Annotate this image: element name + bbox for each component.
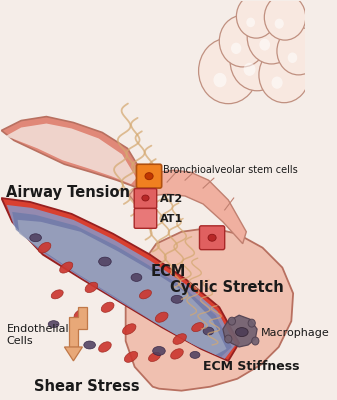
Ellipse shape bbox=[149, 352, 160, 362]
Polygon shape bbox=[18, 220, 226, 355]
Circle shape bbox=[277, 27, 320, 75]
Polygon shape bbox=[7, 205, 236, 359]
Text: ECM: ECM bbox=[150, 264, 186, 279]
Polygon shape bbox=[12, 212, 232, 357]
Ellipse shape bbox=[30, 234, 41, 242]
Ellipse shape bbox=[208, 234, 216, 241]
Ellipse shape bbox=[101, 302, 114, 312]
Polygon shape bbox=[129, 170, 246, 244]
Circle shape bbox=[275, 19, 284, 29]
Circle shape bbox=[288, 52, 297, 63]
Ellipse shape bbox=[84, 341, 95, 349]
Ellipse shape bbox=[99, 342, 111, 352]
Text: Shear Stress: Shear Stress bbox=[34, 379, 140, 394]
Polygon shape bbox=[1, 198, 239, 361]
Text: ECM Stiffness: ECM Stiffness bbox=[204, 360, 300, 373]
Ellipse shape bbox=[38, 242, 51, 253]
Ellipse shape bbox=[74, 309, 87, 320]
Ellipse shape bbox=[155, 312, 168, 322]
Text: Bronchioalveolar stem cells: Bronchioalveolar stem cells bbox=[163, 165, 298, 175]
FancyBboxPatch shape bbox=[134, 208, 157, 228]
Ellipse shape bbox=[192, 323, 204, 332]
Ellipse shape bbox=[173, 334, 186, 344]
Ellipse shape bbox=[99, 257, 111, 266]
Circle shape bbox=[198, 38, 258, 104]
Polygon shape bbox=[64, 347, 83, 361]
Ellipse shape bbox=[131, 274, 142, 282]
Text: Airway Tension: Airway Tension bbox=[6, 184, 130, 200]
Circle shape bbox=[264, 0, 306, 40]
Ellipse shape bbox=[48, 321, 59, 328]
Circle shape bbox=[236, 0, 276, 38]
Ellipse shape bbox=[190, 352, 200, 358]
Circle shape bbox=[213, 73, 226, 87]
FancyBboxPatch shape bbox=[134, 188, 157, 208]
Ellipse shape bbox=[124, 352, 138, 362]
Circle shape bbox=[259, 47, 309, 103]
Circle shape bbox=[252, 337, 259, 345]
Text: AT1: AT1 bbox=[160, 214, 183, 224]
Ellipse shape bbox=[140, 290, 151, 299]
Polygon shape bbox=[223, 315, 257, 347]
Circle shape bbox=[228, 317, 236, 325]
FancyBboxPatch shape bbox=[200, 226, 225, 250]
Circle shape bbox=[247, 10, 296, 64]
Polygon shape bbox=[126, 228, 293, 391]
FancyBboxPatch shape bbox=[136, 164, 162, 188]
Circle shape bbox=[219, 15, 266, 67]
Circle shape bbox=[272, 76, 283, 89]
Ellipse shape bbox=[85, 282, 98, 292]
Circle shape bbox=[231, 43, 241, 54]
Ellipse shape bbox=[171, 295, 183, 303]
Text: Cyclic Stretch: Cyclic Stretch bbox=[170, 280, 283, 295]
Circle shape bbox=[244, 63, 255, 76]
Ellipse shape bbox=[60, 262, 73, 273]
Polygon shape bbox=[1, 116, 144, 188]
Polygon shape bbox=[5, 124, 136, 184]
Ellipse shape bbox=[123, 324, 136, 334]
Text: Endothelial
Cells: Endothelial Cells bbox=[7, 324, 69, 346]
Text: AT2: AT2 bbox=[160, 194, 183, 204]
Polygon shape bbox=[69, 307, 87, 347]
Circle shape bbox=[225, 335, 232, 343]
Ellipse shape bbox=[171, 349, 183, 359]
Ellipse shape bbox=[153, 346, 165, 356]
Ellipse shape bbox=[142, 195, 149, 201]
Circle shape bbox=[230, 31, 284, 91]
Ellipse shape bbox=[236, 328, 248, 336]
Circle shape bbox=[248, 319, 255, 327]
Circle shape bbox=[259, 39, 270, 50]
Circle shape bbox=[246, 18, 255, 27]
Ellipse shape bbox=[203, 327, 214, 335]
Ellipse shape bbox=[51, 290, 63, 299]
Text: Macrophage: Macrophage bbox=[261, 328, 330, 338]
Ellipse shape bbox=[145, 173, 153, 180]
